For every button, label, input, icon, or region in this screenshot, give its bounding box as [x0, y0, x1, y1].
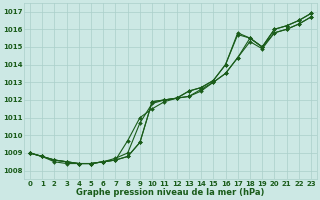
X-axis label: Graphe pression niveau de la mer (hPa): Graphe pression niveau de la mer (hPa): [76, 188, 265, 197]
